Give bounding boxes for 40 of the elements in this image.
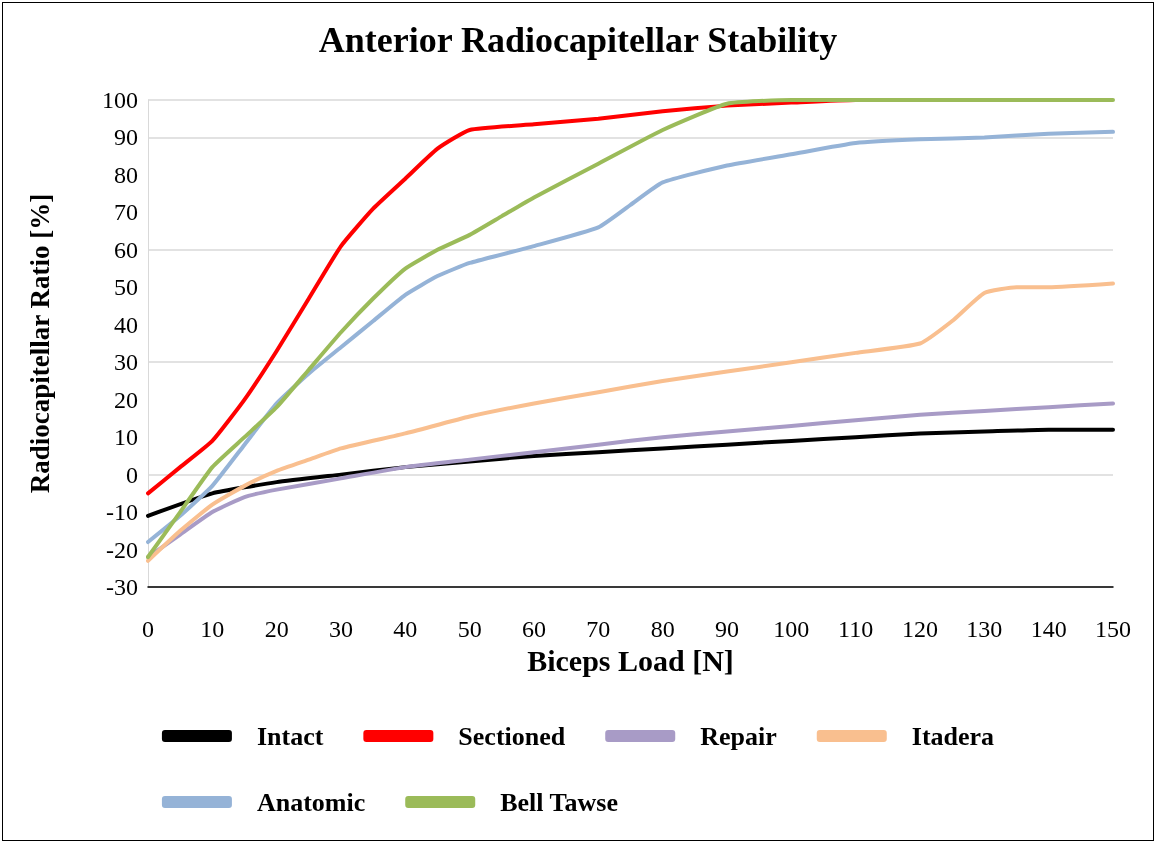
y-tick-label: 90: [114, 124, 138, 151]
y-tick-label: 20: [114, 386, 138, 413]
x-tick-label: 40: [393, 616, 418, 642]
line-series: [146, 281, 1115, 563]
y-tick-label: 80: [114, 161, 138, 188]
x-tick-label: 10: [200, 616, 225, 642]
x-tick-label: 80: [650, 616, 675, 642]
x-tick-label: 100: [773, 616, 810, 642]
y-tick-label: 30: [114, 349, 138, 376]
x-tick-label: 120: [902, 616, 938, 642]
x-axis-title: Biceps Load [N]: [527, 644, 734, 678]
x-tick-label: 60: [522, 616, 546, 642]
y-tick-label: -10: [106, 499, 138, 526]
x-tick-label: 140: [1030, 616, 1067, 642]
x-tick-label: 90: [715, 616, 739, 642]
x-tick-label: 70: [586, 616, 611, 642]
x-tick-label: 20: [264, 616, 289, 642]
x-tick-label: 130: [966, 616, 1003, 642]
legend-label: Repair: [700, 721, 777, 751]
x-tick-label: 0: [142, 616, 154, 642]
chart-title: Anterior Radiocapitellar Stability: [318, 20, 838, 60]
x-tick-label: 30: [329, 616, 353, 642]
legend-label: Itadera: [911, 721, 995, 751]
y-tick-label: -30: [106, 574, 138, 600]
legend-label: Intact: [256, 721, 324, 751]
x-tick-label: 50: [457, 616, 482, 642]
y-tick-label: 10: [114, 424, 138, 451]
y-tick-label: 100: [102, 87, 138, 113]
x-tick-label: 150: [1095, 616, 1131, 642]
y-tick-label: -20: [106, 536, 138, 563]
legend-label: Sectioned: [458, 721, 566, 751]
y-tick-label: 0: [126, 461, 138, 488]
legend-label: Bell Tawse: [500, 787, 618, 817]
x-tick-label: 110: [838, 616, 874, 642]
legend-label: Anatomic: [256, 787, 366, 817]
y-tick-label: 40: [114, 311, 138, 338]
y-tick-label: 50: [114, 274, 138, 301]
y-tick-label: 60: [114, 236, 138, 263]
y-axis-title: Radiocapitellar Ratio [%]: [24, 193, 55, 494]
y-tick-label: 70: [114, 199, 138, 226]
